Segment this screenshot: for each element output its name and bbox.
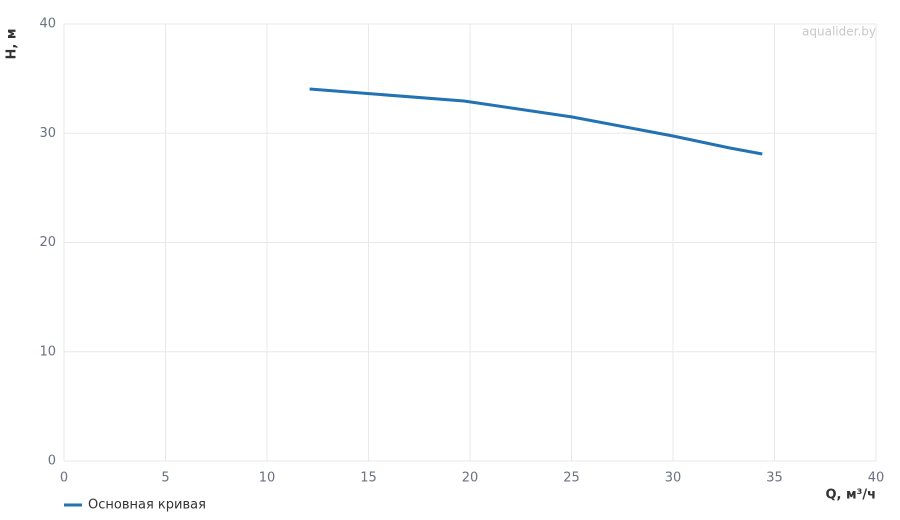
x-tick-label: 35 (766, 471, 783, 486)
x-axis-title: Q, м³/ч (825, 488, 876, 503)
x-tick-label: 15 (360, 471, 377, 486)
x-tick-label: 25 (563, 471, 580, 486)
legend-label[interactable]: Основная кривая (88, 498, 206, 513)
y-tick-label: 30 (39, 126, 56, 141)
x-tick-label: 10 (259, 471, 276, 486)
y-tick-label: 40 (39, 17, 56, 32)
line (309, 87, 763, 156)
y-tick-label: 20 (39, 235, 56, 250)
x-tick-label: 30 (665, 471, 682, 486)
y-tick-label: 10 (39, 344, 56, 359)
y-axis-title: H, м (5, 29, 20, 60)
y-tick-label: 0 (48, 454, 56, 469)
x-tick-label: 40 (868, 471, 885, 486)
x-tick-label: 20 (462, 471, 479, 486)
x-tick-label: 0 (60, 471, 68, 486)
watermark: aqualider.by (802, 25, 876, 39)
x-tick-label: 5 (161, 471, 169, 486)
